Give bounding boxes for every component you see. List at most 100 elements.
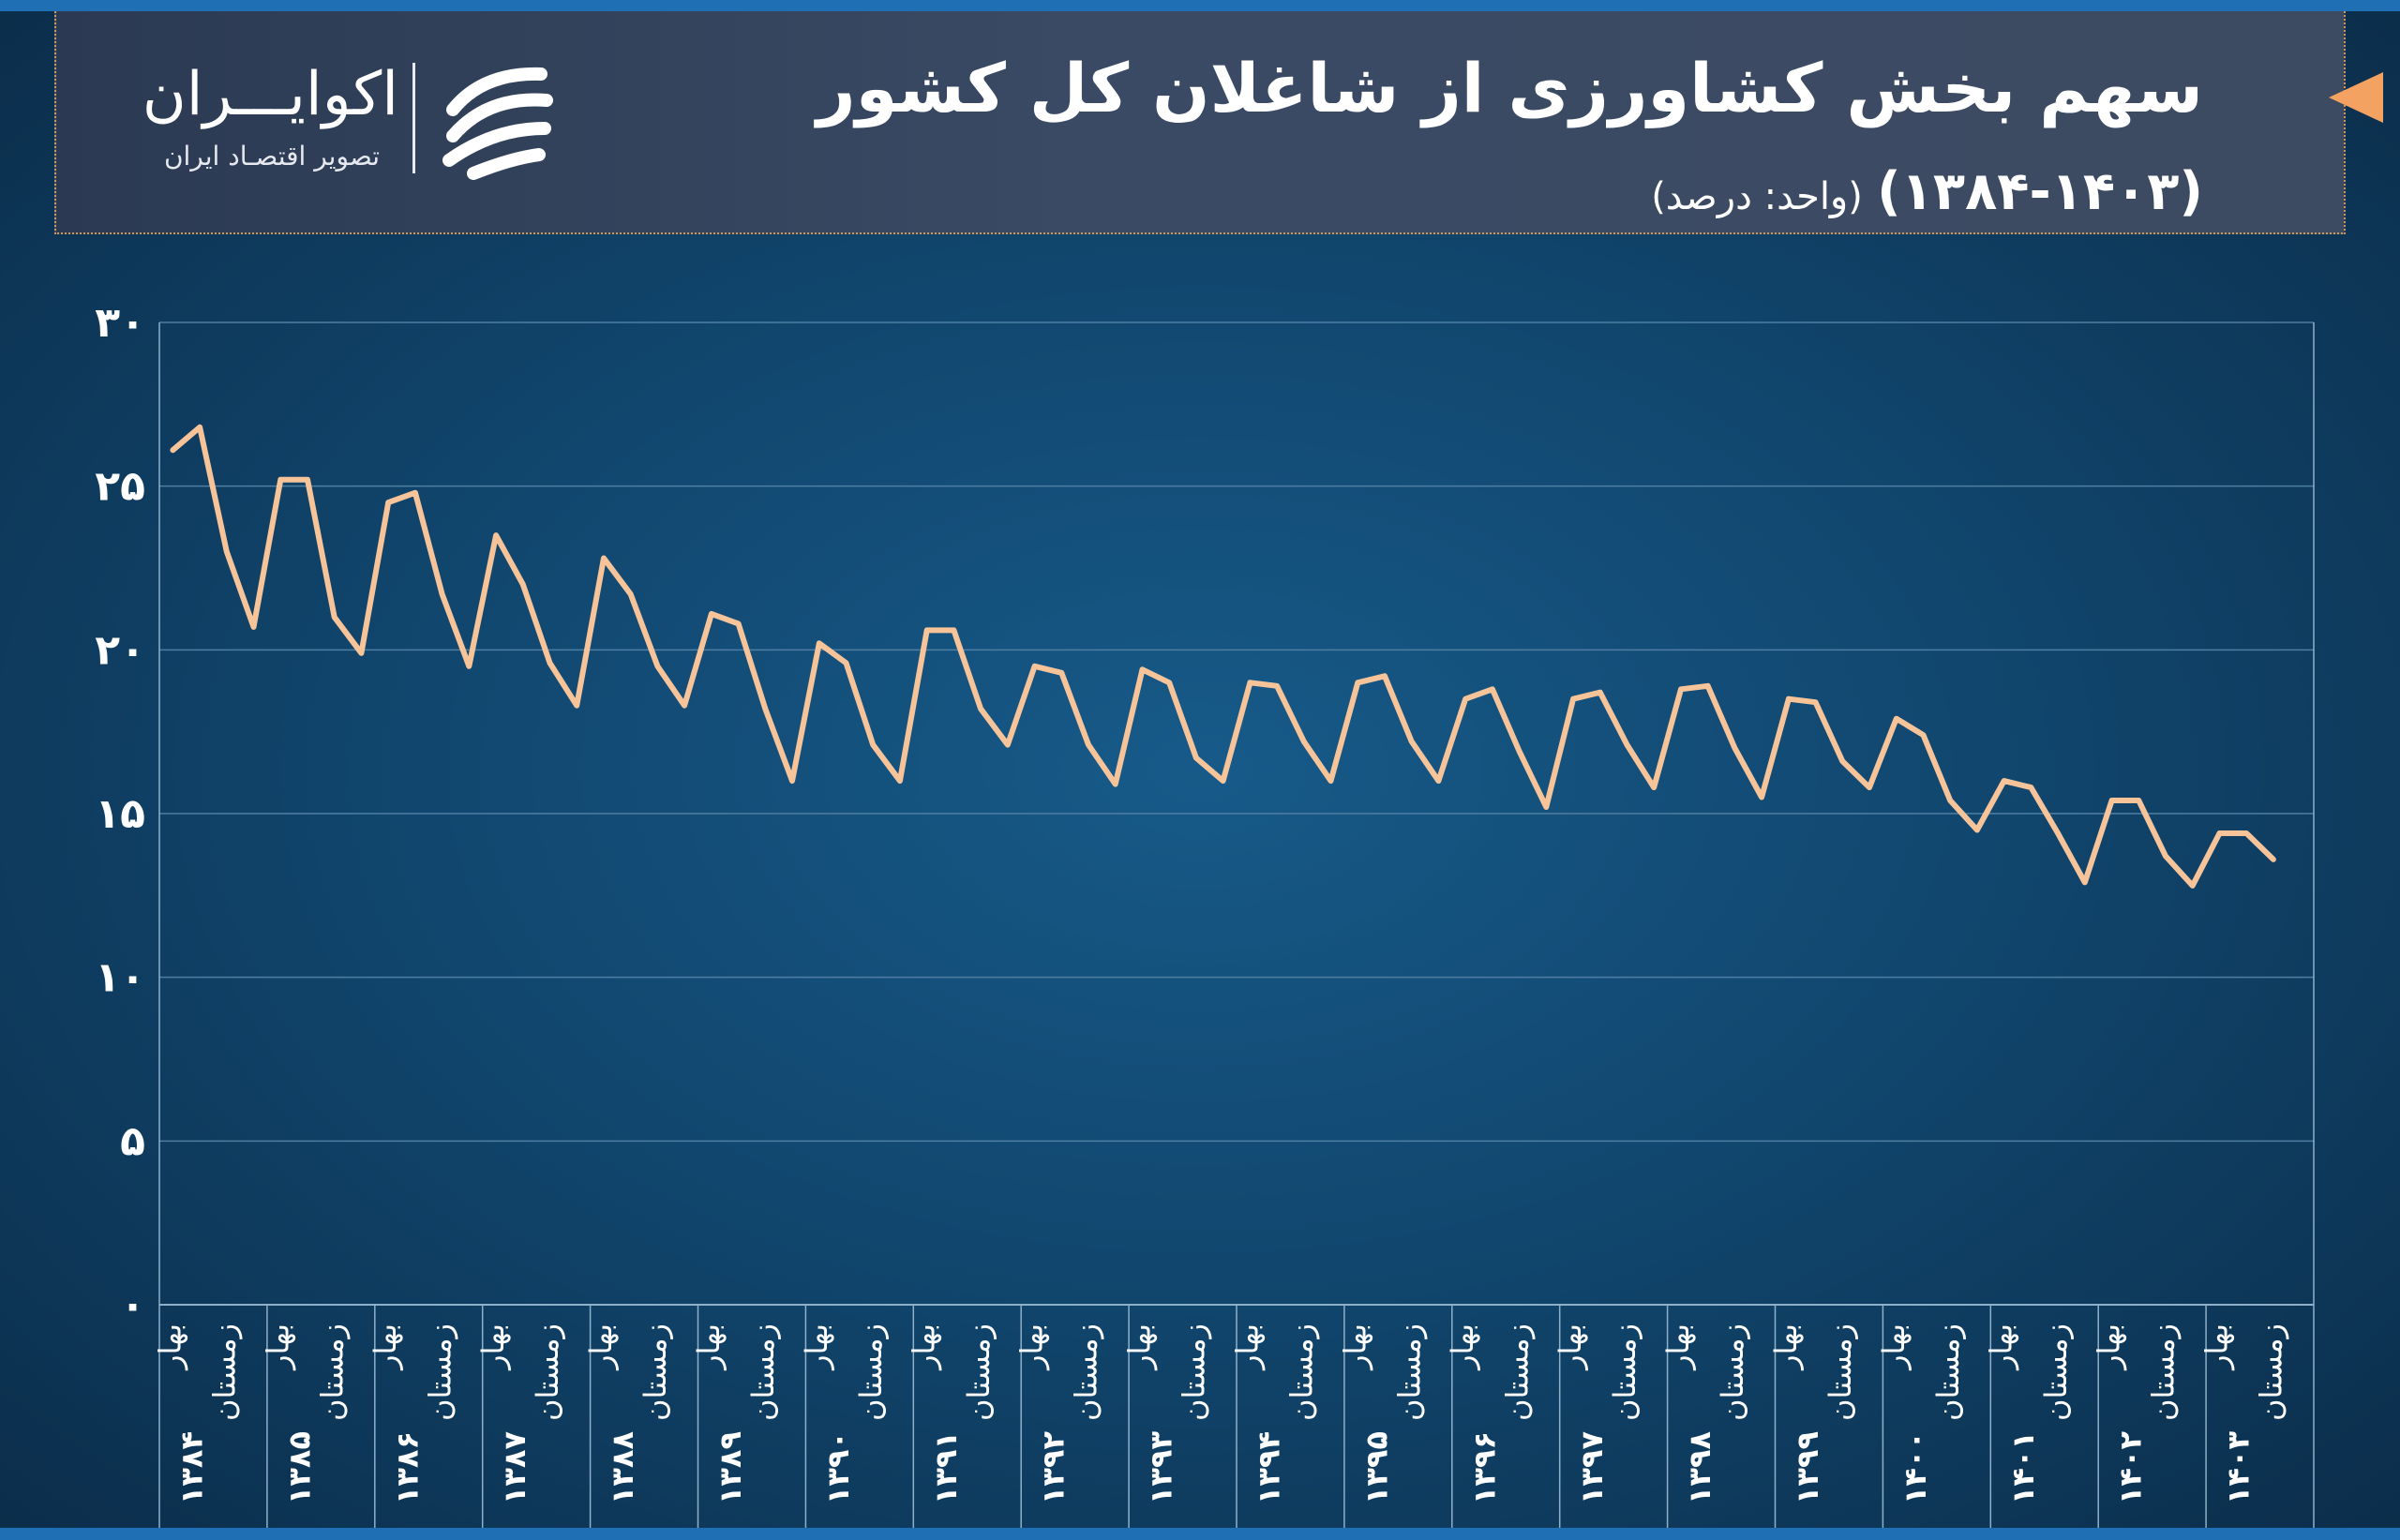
data-point <box>1974 828 1980 833</box>
data-point <box>224 549 230 555</box>
y-tick-label: ۲۵ <box>95 463 145 511</box>
data-point <box>1543 804 1549 810</box>
data-point <box>789 778 795 784</box>
year-label: ۱۳۸۵ <box>281 1431 317 1504</box>
year-label: ۱۳۹۵ <box>1358 1431 1394 1504</box>
data-point <box>1113 782 1118 787</box>
year-label: ۱۳۹۲ <box>1036 1431 1072 1505</box>
data-point <box>412 490 418 496</box>
year-label: ۱۳۹۴ <box>1251 1431 1286 1504</box>
year-label: ۱۳۹۰ <box>820 1431 856 1504</box>
data-point <box>601 556 607 561</box>
data-point <box>1517 749 1522 755</box>
grid-lines <box>158 321 2315 1306</box>
year-label: ۱۳۹۶ <box>1466 1431 1502 1504</box>
data-point <box>1193 755 1199 761</box>
data-point <box>2243 830 2249 836</box>
data-point <box>1435 778 1441 784</box>
year-label: ۱۴۰۲ <box>2113 1431 2149 1505</box>
season-label-winter: زمستان <box>1607 1323 1642 1421</box>
data-point <box>1921 732 1927 738</box>
year-label: ۱۴۰۰ <box>1898 1431 1933 1504</box>
season-label-spring: بهار <box>1768 1323 1804 1371</box>
season-label-spring: بهار <box>1876 1323 1912 1371</box>
year-label: ۱۳۸۹ <box>712 1431 748 1504</box>
data-point <box>1328 778 1334 784</box>
data-point <box>574 703 579 709</box>
data-point <box>358 650 364 656</box>
season-label-spring: بهار <box>2198 1323 2234 1371</box>
data-point <box>1058 670 1064 676</box>
season-label-winter: زمستان <box>853 1323 889 1421</box>
data-point <box>1490 686 1495 692</box>
data-point <box>817 640 822 646</box>
data-point <box>493 532 499 538</box>
data-point <box>1247 680 1252 685</box>
season-label-winter: زمستان <box>638 1323 673 1421</box>
season-label-winter: زمستان <box>1715 1323 1750 1421</box>
data-point <box>1839 758 1845 764</box>
season-label-spring: بهار <box>583 1323 619 1371</box>
season-label-winter: زمستان <box>1177 1323 1212 1421</box>
season-label-winter: زمستان <box>314 1323 350 1421</box>
season-label-winter: زمستان <box>745 1323 781 1421</box>
year-label: ۱۳۸۴ <box>173 1431 209 1504</box>
chart-title: سهم بخش کشاورزی از شاغلان کل کشور <box>817 49 2203 127</box>
year-label: ۱۳۹۳ <box>1144 1431 1179 1505</box>
data-point <box>1086 742 1091 748</box>
data-point <box>1651 785 1657 790</box>
season-label-winter: زمستان <box>1391 1323 1427 1421</box>
season-label-spring: بهار <box>368 1323 403 1371</box>
data-point <box>1598 690 1603 695</box>
data-point <box>1705 683 1711 689</box>
data-point <box>197 425 202 430</box>
x-axis-ticks: بهار زمستان ۱۳۸۴ بهار زمستان ۱۳۸۵ بهار زمستان ۱۳… <box>152 1305 2315 1534</box>
season-label-winter: زمستان <box>1930 1323 1966 1421</box>
y-tick-label: ۰ <box>120 1281 145 1329</box>
season-label-winter: زمستان <box>2146 1323 2182 1421</box>
data-point <box>2271 857 2276 862</box>
year-label: ۱۳۹۱ <box>928 1431 964 1504</box>
series-layer <box>170 424 2276 889</box>
season-label-spring: بهار <box>907 1323 942 1371</box>
season-label-winter: زمستان <box>1284 1323 1320 1421</box>
data-point <box>1678 686 1684 692</box>
data-point <box>682 703 687 709</box>
y-axis-ticks: ۰ ۵ ۱۰ ۱۵ ۲۰ ۲۵ ۳۰ <box>95 299 145 1329</box>
data-point <box>1355 680 1360 685</box>
data-point <box>1301 739 1307 744</box>
data-point <box>762 706 768 711</box>
season-label-winter: زمستان <box>1069 1323 1104 1421</box>
y-tick-label: ۵ <box>120 1117 145 1165</box>
data-point <box>1732 745 1737 751</box>
season-label-spring: بهار <box>1337 1323 1372 1371</box>
season-label-spring: بهار <box>799 1323 834 1371</box>
data-point <box>2217 830 2223 836</box>
season-label-winter: زمستان <box>530 1323 565 1421</box>
season-label-winter: زمستان <box>2038 1323 2074 1421</box>
year-label: ۱۳۹۷ <box>1574 1431 1610 1505</box>
year-label: ۱۴۰۳ <box>2221 1431 2257 1505</box>
season-label-winter: زمستان <box>2254 1323 2289 1421</box>
year-label: ۱۳۸۶ <box>389 1431 425 1504</box>
season-label-spring: بهار <box>1445 1323 1480 1371</box>
season-label-winter: زمستان <box>207 1323 243 1421</box>
season-label-winter: زمستان <box>422 1323 458 1421</box>
data-point <box>2082 879 2088 885</box>
data-point <box>2028 785 2033 790</box>
top-accent-bar <box>0 0 2400 11</box>
season-label-spring: بهار <box>1984 1323 2019 1371</box>
data-point <box>251 624 257 630</box>
data-point <box>385 500 391 505</box>
year-label: ۱۳۸۸ <box>605 1431 640 1505</box>
y-tick-label: ۳۰ <box>95 299 145 347</box>
data-point <box>628 591 634 597</box>
season-label-spring: بهار <box>475 1323 511 1371</box>
header-panel: سهم بخش کشاورزی از شاغلان کل کشور (۱۳۸۴-… <box>54 11 2383 234</box>
data-point <box>1274 683 1280 689</box>
data-point <box>897 778 903 784</box>
season-label-spring: بهار <box>152 1323 188 1371</box>
logo-name: اکوایـــران <box>142 60 398 129</box>
season-label-spring: بهار <box>2092 1323 2127 1371</box>
